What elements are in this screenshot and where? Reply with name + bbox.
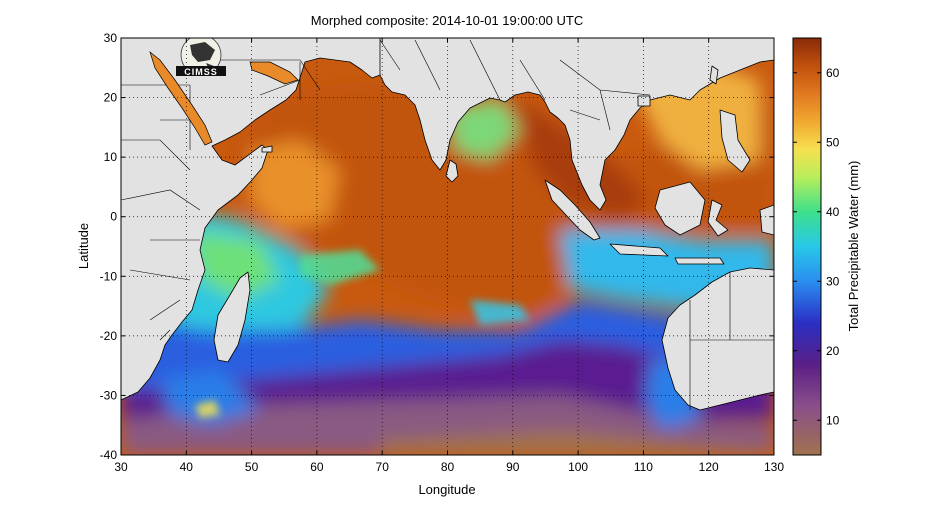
gridlines: [121, 38, 774, 455]
colorbar-tick-label: 20: [826, 344, 840, 358]
land-lesser-sunda: [674, 257, 725, 265]
colorbar-ticks: 10 20 30 40 50 60: [793, 66, 840, 427]
x-tick-label: 40: [180, 460, 194, 474]
y-tick-label: -40: [100, 448, 118, 462]
x-tick-label: 50: [245, 460, 259, 474]
x-tick-label: 120: [699, 460, 719, 474]
colorbar-tick-label: 60: [826, 66, 840, 80]
colorbar: [792, 37, 822, 456]
colorbar-label: Total Precipitable Water (mm): [846, 161, 861, 332]
x-tick-label: 30: [114, 460, 128, 474]
x-axis: 30 40 50 60 70 80 90 100 110 120 130: [114, 38, 784, 474]
tpw-cyan-streak: [470, 300, 530, 325]
cimss-logo: CIMSS: [176, 38, 226, 77]
land-sulawesi: [707, 199, 729, 237]
land-madagascar: [213, 271, 251, 363]
colorbar-tick-label: 50: [826, 135, 840, 149]
red-sea: [149, 51, 213, 146]
y-axis: -40 -30 -20 -10 0 10 20 30: [100, 31, 774, 462]
y-axis-label: Latitude: [76, 223, 91, 269]
inland-seas: [149, 51, 299, 146]
tpw-field: [121, 60, 774, 455]
border-line: [689, 272, 774, 410]
map-panel: CIMSS: [121, 38, 774, 455]
land-socotra: [261, 145, 273, 153]
x-tick-label: 110: [634, 460, 653, 474]
x-tick-label: 60: [310, 460, 324, 474]
y-tick-label: 30: [104, 31, 118, 45]
x-axis-label: Longitude: [418, 482, 475, 497]
x-tick-label: 80: [441, 460, 455, 474]
tpw-detail: [195, 250, 530, 418]
persian-gulf: [249, 61, 299, 85]
land-borneo: [654, 181, 706, 236]
colorbar-tick-label: 40: [826, 205, 840, 219]
x-tick-label: 130: [764, 460, 784, 474]
y-tick-label: -20: [100, 329, 118, 343]
colorbar-tick-label: 30: [826, 274, 840, 288]
tpw-west-green: [190, 230, 280, 300]
tpw-sw-blue: [160, 370, 260, 425]
land-hainan: [637, 95, 651, 107]
land-taiwan: [709, 65, 719, 85]
y-tick-label: 10: [104, 150, 118, 164]
tpw-yellow-spot: [195, 400, 220, 418]
land-sri-lanka: [445, 159, 459, 183]
logo-text: CIMSS: [184, 67, 218, 77]
logo-continents: [190, 42, 215, 72]
y-tick-label: -30: [100, 388, 118, 402]
logo-banner: [176, 66, 226, 76]
x-tick-label: 100: [568, 460, 588, 474]
tpw-arabian-patch: [250, 140, 340, 230]
tpw-green-streak: [300, 250, 380, 285]
x-tick-label: 70: [376, 460, 390, 474]
land-sumatra: [544, 179, 601, 241]
figure-title: Morphed composite: 2014-10-01 19:00:00 U…: [311, 13, 583, 28]
y-tick-label: 0: [110, 210, 117, 224]
land-new-guinea: [759, 204, 774, 236]
border-line: [220, 39, 651, 131]
land-philippines: [719, 109, 751, 173]
x-tick-label: 90: [506, 460, 520, 474]
land-afro-eurasia: [121, 38, 774, 401]
colorbar-tick-label: 10: [826, 413, 840, 427]
tpw-south-brown: [380, 430, 774, 455]
y-tick-label: -10: [100, 269, 118, 283]
country-borders: [121, 39, 774, 410]
y-tick-label: 20: [104, 91, 118, 105]
tpw-bay-green: [450, 100, 520, 160]
